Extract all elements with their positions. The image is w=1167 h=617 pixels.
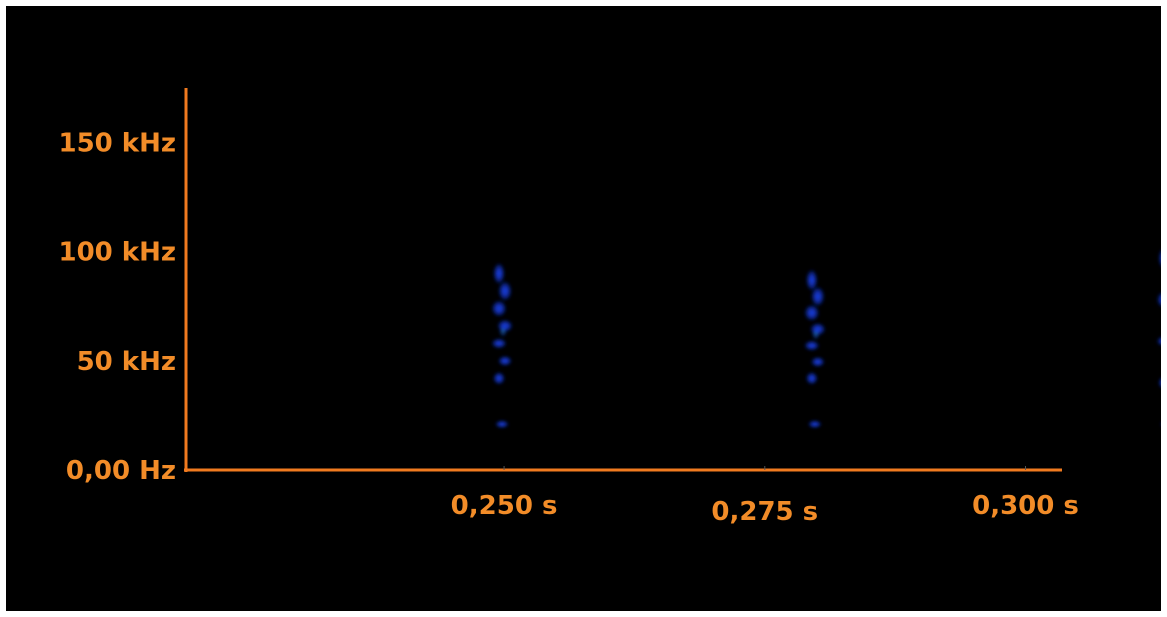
y-tick-label: 150 kHz [58, 129, 176, 159]
pulse-segment [1156, 336, 1161, 346]
y-tick-label: 100 kHz [58, 238, 176, 268]
pulse-segment [493, 262, 505, 285]
pulse-segment [1158, 249, 1161, 268]
x-tick-label: 0,300 s [972, 491, 1079, 521]
spectrogram-panel: 0,250 s 0,275 s 0,300 s 0,00 Hz 50 kHz 100 k… [6, 6, 1161, 611]
pulse-segment [810, 286, 825, 307]
pulse-harmonic [495, 420, 509, 429]
pulse-2 [804, 269, 826, 429]
axes-layer [184, 88, 1062, 472]
pulse-segment [805, 371, 818, 385]
x-tick-label: 0,275 s [711, 497, 818, 527]
pulse-segment [804, 340, 820, 351]
pulse-segment [497, 355, 513, 367]
y-tick-label: 0,00 Hz [66, 456, 176, 486]
pulse-3 [1156, 249, 1161, 426]
pulse-segment [810, 356, 825, 368]
pulse-segment [492, 371, 506, 385]
pulse-segment [804, 304, 820, 322]
y-tick-label: 50 kHz [77, 347, 176, 377]
pulse-harmonic [807, 420, 822, 429]
pulse-segment [1158, 377, 1161, 389]
x-ticks: 0,250 s 0,275 s 0,300 s [451, 466, 1079, 527]
pulse-harmonic [1160, 422, 1161, 426]
y-ticks: 0,00 Hz 50 kHz 100 kHz 150 kHz [58, 129, 176, 486]
pulse-1 [491, 262, 513, 429]
pulse-hot-spot [499, 325, 507, 338]
pulse-segment [1156, 292, 1161, 308]
spectrogram-chart: 0,250 s 0,275 s 0,300 s 0,00 Hz 50 kHz 100 k… [58, 88, 1161, 527]
pulses-layer [491, 249, 1161, 429]
x-tick-label: 0,250 s [451, 491, 558, 521]
pulse-segment [491, 338, 507, 349]
pulse-hot-spot [811, 328, 820, 341]
pulse-segment [805, 269, 818, 292]
pulse-segment [491, 300, 507, 317]
pulse-segment [498, 280, 512, 302]
